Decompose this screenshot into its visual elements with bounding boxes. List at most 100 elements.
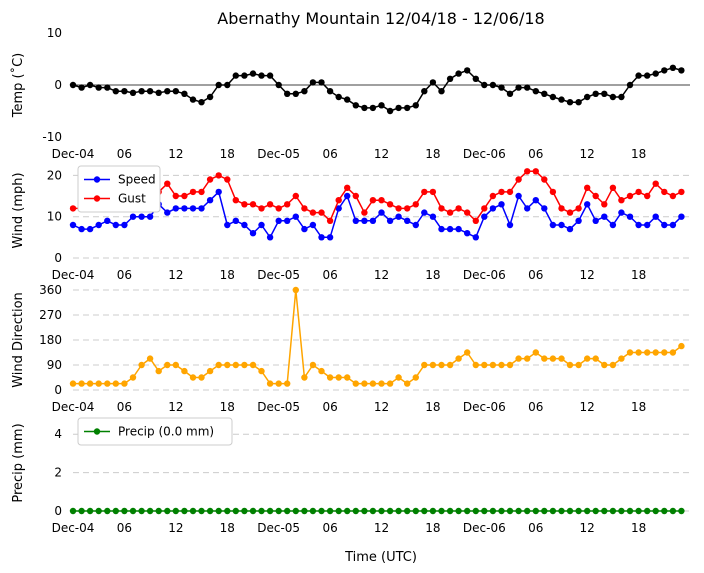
wind-xtick-label: 18	[631, 268, 646, 282]
direction-data-point	[549, 355, 557, 362]
wind-data-point	[575, 205, 582, 212]
temp-data-point	[95, 84, 102, 91]
wind-data-point	[472, 234, 479, 241]
direction-data-point	[626, 349, 634, 356]
wind-data-point	[361, 209, 368, 216]
wind-xtick-label: 12	[580, 268, 595, 282]
precip-data-point	[549, 507, 557, 515]
wind-data-point	[335, 205, 342, 212]
wind-legend-marker	[93, 176, 101, 183]
wind-data-point	[404, 217, 411, 224]
wind-data-point	[489, 192, 497, 200]
precip-legend-label: Precip (0.0 mm)	[118, 425, 214, 439]
temp-data-point	[172, 88, 179, 95]
wind-data-point	[506, 188, 514, 196]
temp-series-line	[72, 67, 682, 112]
wind-data-point	[395, 205, 402, 212]
direction-data-point	[609, 361, 617, 369]
wind-data-point	[412, 221, 419, 229]
direction-data-point	[566, 361, 574, 369]
wind-data-point	[558, 221, 565, 229]
precip-ytick-label: 2	[54, 466, 62, 480]
direction-data-point	[489, 361, 497, 369]
wind-data-point	[292, 213, 299, 220]
temp-data-point	[215, 81, 222, 89]
direction-data-point	[129, 374, 137, 381]
precip-data-point	[506, 507, 514, 515]
precip-data-point	[326, 507, 334, 515]
direction-data-point	[266, 380, 274, 387]
direction-xtick-label: 18	[631, 400, 646, 414]
direction-data-point	[472, 361, 479, 369]
temp-data-point	[155, 89, 162, 97]
wind-data-point	[378, 197, 385, 204]
temp-ytick-label: 0	[54, 78, 62, 92]
temp-data-point	[584, 93, 591, 101]
temp-data-point	[369, 104, 377, 112]
direction-data-point	[558, 355, 565, 362]
precip-series-precip-0-0-mm-	[69, 507, 685, 515]
temp-data-point	[438, 88, 445, 95]
direction-ytick-label: 90	[47, 358, 62, 372]
direction-xtick-label: 18	[425, 400, 440, 414]
precip-data-point	[678, 507, 685, 515]
wind-data-point	[352, 192, 359, 200]
precip-data-point	[566, 507, 574, 515]
precip-data-point	[618, 507, 625, 515]
temp-data-point	[421, 88, 428, 95]
temp-data-point	[78, 84, 85, 91]
direction-data-point	[344, 374, 351, 381]
direction-xtick-label: Dec-06	[463, 400, 506, 414]
direction-data-point	[69, 380, 77, 387]
direction-ytick-label: 360	[39, 283, 62, 297]
wind-data-point	[549, 221, 557, 229]
wind-data-point	[541, 176, 548, 183]
direction-data-point	[481, 361, 488, 369]
direction-data-point	[404, 380, 411, 387]
wind-data-point	[481, 213, 488, 220]
wind-data-point	[146, 213, 154, 220]
precip-xtick-label: 12	[168, 521, 183, 535]
precip-data-point	[464, 507, 471, 515]
precip-data-point	[164, 507, 171, 515]
wind-data-point	[181, 205, 188, 212]
temp-data-point	[609, 93, 617, 101]
temp-data-point	[566, 99, 574, 106]
temp-data-point	[224, 81, 231, 89]
wind-data-point	[661, 188, 668, 196]
temp-data-point	[661, 67, 668, 74]
temp-xtick-label: 18	[631, 147, 646, 161]
direction-data-point	[78, 380, 85, 387]
wind-legend: Speed Gust	[77, 165, 161, 213]
direction-xtick-label: Dec-05	[257, 400, 300, 414]
direction-xtick-label: 06	[322, 400, 337, 414]
wind-data-point	[609, 184, 617, 191]
precip-data-point	[275, 507, 282, 515]
wind-data-point	[369, 217, 377, 224]
precip-data-point	[412, 507, 419, 515]
wind-data-point	[275, 217, 282, 224]
temp-data-point	[404, 104, 411, 112]
temp-data-point	[241, 72, 248, 79]
precip-data-point	[472, 507, 479, 515]
temp-xtick-label: 12	[168, 147, 183, 161]
wind-data-point	[678, 188, 685, 196]
precip-data-point	[344, 507, 351, 515]
direction-data-point	[318, 367, 325, 375]
wind-xtick-label: 12	[168, 268, 183, 282]
direction-data-point	[498, 361, 505, 369]
temp-xtick-label: 06	[117, 147, 132, 161]
wind-data-point	[618, 197, 625, 204]
wind-data-point	[472, 217, 479, 224]
direction-data-point	[575, 361, 582, 369]
precip-data-point	[155, 507, 162, 515]
direction-data-point	[164, 361, 171, 369]
precip-data-point	[661, 507, 668, 515]
wind-data-point	[215, 188, 222, 196]
temp-data-point	[121, 88, 128, 95]
precip-data-point	[224, 507, 231, 515]
direction-data-point	[635, 349, 642, 356]
precip-xtick-label: 06	[528, 521, 543, 535]
precip-legend-box	[77, 417, 233, 446]
